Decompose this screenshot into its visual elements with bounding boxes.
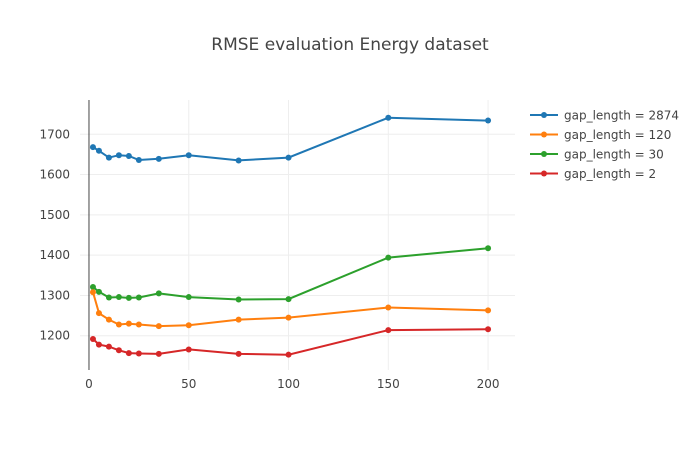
series-lines (89, 114, 492, 358)
series-group (89, 289, 492, 330)
x-tick-label: 0 (85, 377, 93, 391)
data-point[interactable] (285, 154, 292, 161)
data-point[interactable] (115, 321, 122, 328)
legend-swatch-marker (541, 151, 547, 157)
data-point[interactable] (185, 294, 192, 301)
series-group (89, 245, 492, 303)
data-point[interactable] (125, 320, 132, 327)
legend-item[interactable]: gap_length = 120 (530, 128, 671, 142)
y-tick-label: 1200 (39, 329, 70, 343)
data-point[interactable] (485, 326, 492, 333)
legend-swatch-marker (541, 170, 547, 177)
axes: 1200 1300 1400 1500 1600 1700 0 50 100 150 200 (39, 100, 500, 391)
data-point[interactable] (89, 144, 96, 151)
legend-swatch-marker (541, 131, 547, 138)
data-point[interactable] (115, 152, 122, 159)
data-point[interactable] (105, 154, 112, 161)
data-point[interactable] (105, 316, 112, 323)
data-point[interactable] (95, 288, 102, 295)
data-point[interactable] (285, 351, 292, 358)
data-point[interactable] (155, 350, 162, 357)
legend-item[interactable]: gap_length = 2 (530, 167, 656, 181)
data-point[interactable] (235, 350, 242, 357)
y-tick-label: 1300 (39, 288, 70, 302)
y-tick-label: 1500 (39, 208, 70, 222)
series-group (89, 326, 492, 358)
data-point[interactable] (485, 245, 492, 252)
x-tick-label: 150 (377, 377, 400, 391)
y-tick-label: 1700 (39, 127, 70, 141)
data-point[interactable] (385, 304, 392, 311)
data-point[interactable] (125, 350, 132, 357)
legend-label: gap_length = 120 (564, 128, 671, 142)
data-point[interactable] (285, 296, 292, 303)
legend-item[interactable]: gap_length = 2874 (530, 109, 679, 123)
data-point[interactable] (235, 157, 242, 164)
series-group (89, 114, 492, 164)
data-point[interactable] (155, 290, 162, 297)
data-point[interactable] (89, 335, 96, 342)
data-point[interactable] (285, 314, 292, 321)
data-point[interactable] (185, 322, 192, 329)
data-point[interactable] (385, 254, 392, 261)
data-point[interactable] (95, 147, 102, 154)
data-point[interactable] (105, 343, 112, 350)
legend-label: gap_length = 2 (564, 167, 656, 181)
data-point[interactable] (485, 307, 492, 314)
data-point[interactable] (135, 350, 142, 357)
data-point[interactable] (155, 155, 162, 162)
data-point[interactable] (235, 296, 242, 303)
data-point[interactable] (185, 346, 192, 353)
y-tick-label: 1400 (39, 248, 70, 262)
data-point[interactable] (185, 152, 192, 159)
data-point[interactable] (125, 294, 132, 301)
legend-label: gap_length = 2874 (564, 109, 679, 123)
x-tick-label: 50 (181, 377, 196, 391)
data-point[interactable] (385, 114, 392, 121)
data-point[interactable] (89, 289, 96, 296)
data-point[interactable] (135, 321, 142, 328)
data-point[interactable] (485, 117, 492, 124)
legend-item[interactable]: gap_length = 30 (530, 148, 664, 162)
x-tick-label: 200 (477, 377, 500, 391)
data-point[interactable] (135, 157, 142, 164)
data-point[interactable] (235, 316, 242, 323)
data-point[interactable] (115, 347, 122, 354)
legend-swatch-marker (541, 112, 547, 118)
y-tick-label: 1600 (39, 168, 70, 182)
data-point[interactable] (89, 283, 96, 290)
chart-title: RMSE evaluation Energy dataset (211, 35, 489, 55)
data-point[interactable] (95, 341, 102, 348)
data-point[interactable] (125, 153, 132, 160)
data-point[interactable] (155, 323, 162, 330)
legend-label: gap_length = 30 (564, 148, 664, 162)
legend[interactable]: gap_length = 2874 gap_length = 120 gap_len… (530, 109, 679, 182)
data-point[interactable] (95, 310, 102, 317)
data-point[interactable] (105, 294, 112, 301)
x-tick-label: 100 (277, 377, 300, 391)
data-point[interactable] (135, 294, 142, 301)
data-point[interactable] (385, 327, 392, 334)
data-point[interactable] (115, 294, 122, 301)
